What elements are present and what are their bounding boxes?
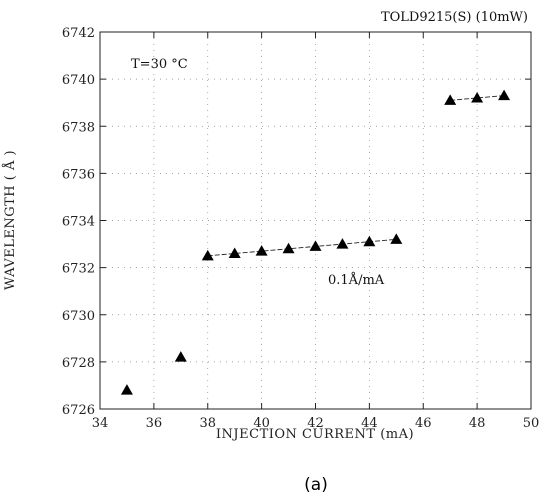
data-point (390, 233, 403, 244)
data-point (498, 89, 511, 101)
data-point (228, 247, 241, 258)
y-tick-label: 6730 (62, 309, 95, 324)
y-tick-label: 6726 (62, 403, 95, 418)
fit-line (450, 95, 505, 101)
y-tick-label: 6734 (62, 215, 95, 230)
data-points (120, 89, 511, 395)
x-tick-label: 40 (253, 416, 270, 431)
y-axis-title: WAVELENGTH ( Å ) (2, 150, 18, 290)
x-tick-label: 34 (92, 416, 109, 431)
figure-caption: (a) (304, 475, 328, 495)
x-tick-label: 44 (361, 416, 378, 431)
x-axis-title: INJECTION CURRENT (mA) (216, 427, 414, 442)
x-tick-label: 38 (199, 416, 216, 431)
data-point (363, 235, 376, 247)
y-tick-label: 6728 (62, 356, 95, 371)
data-point (444, 94, 457, 105)
temperature-annotation: T=30 °C (131, 57, 188, 72)
data-point (201, 249, 214, 261)
x-tick-label: 46 (415, 416, 432, 431)
data-point (255, 245, 268, 256)
x-tick-label: 36 (146, 416, 163, 431)
x-tick-label: 50 (523, 416, 540, 431)
fit-line (207, 238, 397, 257)
y-tick-label: 6742 (62, 26, 95, 41)
ticks: 34 36 38 40 42 44 46 48 50 6726 6728 6730 6732 6734 67… (62, 26, 539, 431)
fit-lines (207, 95, 505, 257)
data-point (309, 240, 322, 251)
grid (100, 32, 531, 409)
y-tick-label: 6738 (62, 120, 95, 135)
data-point (336, 238, 349, 249)
y-tick-label: 6736 (62, 167, 95, 182)
chart-title: TOLD9215(S) (10mW) (381, 10, 528, 25)
x-tick-label: 48 (469, 416, 486, 431)
y-tick-label: 6732 (62, 262, 95, 277)
y-tick-label: 6740 (62, 73, 95, 88)
data-point (471, 91, 484, 103)
slope-annotation: 0.1Å/mA (328, 272, 385, 288)
data-point (282, 242, 295, 254)
data-point (120, 384, 133, 395)
data-point (174, 351, 187, 362)
x-tick-label: 42 (307, 416, 324, 431)
